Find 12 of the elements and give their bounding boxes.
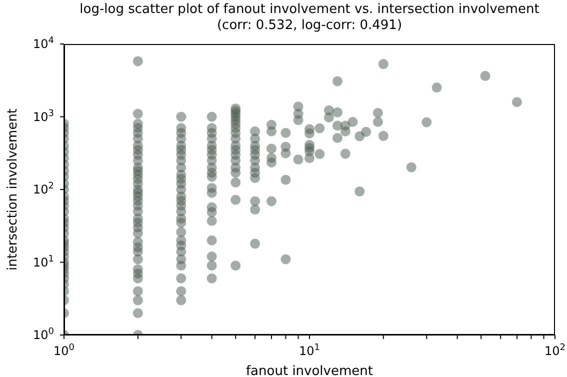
y-tick-label: 10$^{4}$ bbox=[32, 36, 54, 51]
x-tick-label: 10$^{1}$ bbox=[298, 343, 320, 358]
chart-subtitle: (corr: 0.532, log-corr: 0.491) bbox=[216, 18, 404, 34]
y-tick-label: 10$^{3}$ bbox=[32, 108, 54, 124]
x-axis-title: fanout involvement bbox=[246, 364, 374, 377]
x-tick-label: 10$^{0}$ bbox=[53, 343, 75, 358]
y-axis-title: intersection involvement bbox=[6, 108, 21, 271]
y-tick-label: 10$^{1}$ bbox=[32, 254, 54, 270]
x-tick-label: 10$^{2}$ bbox=[544, 343, 566, 358]
y-tick-label: 10$^{0}$ bbox=[32, 327, 54, 342]
y-tick-label: 10$^{2}$ bbox=[32, 182, 54, 196]
chart-title: log-log scatter plot of fanout involvement vs. intersection involvement bbox=[78, 2, 540, 18]
